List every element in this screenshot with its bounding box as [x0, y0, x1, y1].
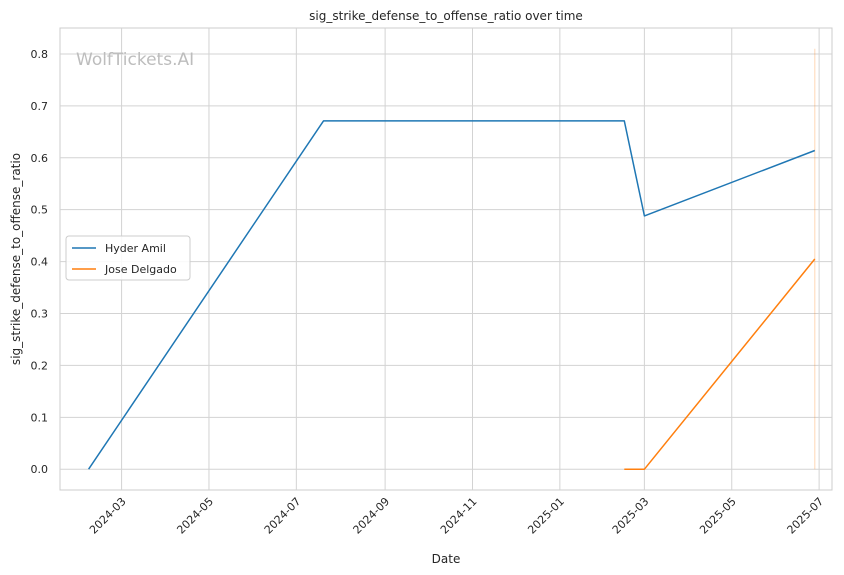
legend-box [65, 235, 191, 281]
y-tick-label: 0.8 [31, 48, 49, 61]
series-lines [87, 120, 816, 470]
y-tick-label: 0.2 [31, 359, 49, 372]
x-tick-labels: 2024-03 2024-05 2024-07 2024-09 2024-11 2025-… [87, 495, 826, 537]
x-tick-label: 2025-07 [785, 495, 827, 537]
y-tick-label: 0.7 [31, 100, 49, 113]
watermark-text: WolfTickets.AI [76, 50, 194, 70]
y-tick-label: 0.5 [31, 204, 49, 217]
x-tick-label: 2025-01 [525, 495, 567, 537]
x-tick-label: 2024-11 [438, 495, 480, 537]
y-tick-label: 0.1 [31, 411, 49, 424]
x-tick-label: 2024-07 [262, 495, 304, 537]
chart-title: sig_strike_defense_to_offense_ratio over… [309, 9, 583, 23]
x-tick-label: 2024-03 [87, 495, 129, 537]
y-tick-label: 0.3 [31, 308, 49, 321]
y-tick-label: 0.0 [31, 463, 49, 476]
y-tick-labels: 0.0 0.1 0.2 0.3 0.4 0.5 0.6 0.7 0.8 [31, 48, 49, 476]
legend-label-jose-delgado: Jose Delgado [104, 263, 177, 276]
legend: Hyder Amil Jose Delgado [65, 235, 191, 281]
y-axis-label: sig_strike_defense_to_offense_ratio [9, 153, 23, 365]
y-tick-label: 0.6 [31, 152, 49, 165]
x-tick-label: 2025-03 [610, 495, 652, 537]
legend-label-hyder-amil: Hyder Amil [105, 242, 166, 255]
x-tick-label: 2024-05 [174, 495, 216, 537]
y-tick-label: 0.4 [31, 256, 49, 269]
x-tick-label: 2025-05 [697, 495, 739, 537]
x-axis-label: Date [432, 552, 461, 566]
x-tick-label: 2024-09 [351, 495, 393, 537]
series-line-hyder-amil [87, 120, 816, 470]
series-line-jose-delgado [624, 258, 816, 470]
